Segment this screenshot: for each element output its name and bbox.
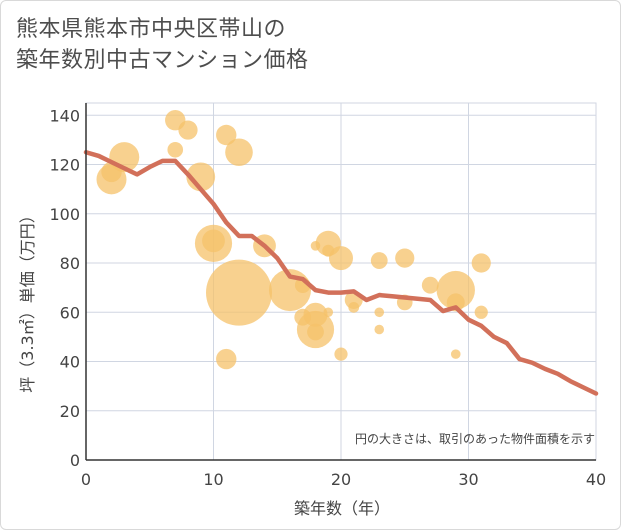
bubble [216,124,237,146]
bubble [206,259,272,326]
bubble [323,307,334,318]
y-tick-label: 20 [60,402,80,421]
bubble [202,229,225,253]
x-tick-label: 20 [331,470,351,489]
area-note: 円の大きさは、取引のあった物件面積を示す [355,431,595,446]
grid [85,102,597,461]
bubble [421,276,439,294]
bubble [374,307,385,318]
chart-title-line1: 熊本県熊本市中央区帯山の [16,17,287,42]
chart-title: 熊本県熊本市中央区帯山の 築年数別中古マンション価格 [16,14,309,76]
trend-layer [83,149,599,396]
chart-title-line2: 築年数別中古マンション価格 [16,48,309,73]
x-tick-label: 40 [586,470,606,489]
bubble [436,270,475,310]
bubble [395,248,415,268]
x-tick-label: 30 [458,470,478,489]
bubble [167,141,184,158]
bubble [374,324,385,335]
y-tick-label: 140 [49,106,80,125]
bubble [471,253,491,273]
y-tick-label: 60 [60,303,80,322]
bubble [225,138,253,167]
x-axis-title: 築年数（年） [294,499,390,518]
bubble [334,347,348,361]
bubble [370,252,388,269]
tick-labels: 0 10 20 30 40 0 20 40 60 80 100 120 140 [49,106,606,489]
y-tick-label: 0 [70,451,80,470]
y-tick-label: 120 [49,156,80,175]
bubble [307,323,324,341]
bubble [348,301,360,313]
bubble [178,120,198,140]
bubble [216,348,237,370]
y-tick-label: 100 [49,205,80,224]
trend-line [83,149,599,396]
bubble [303,302,328,327]
y-tick-label: 80 [60,254,80,273]
bubble [474,305,488,319]
y-axis-title: 坪（3.3㎡）単価（万円） [18,207,37,392]
bubble-layer [96,110,491,370]
bubble [329,246,353,271]
x-tick-label: 10 [203,470,223,489]
axes [85,103,596,461]
x-tick-label: 0 [81,470,91,489]
bubble [450,349,461,359]
y-tick-label: 40 [60,353,80,372]
